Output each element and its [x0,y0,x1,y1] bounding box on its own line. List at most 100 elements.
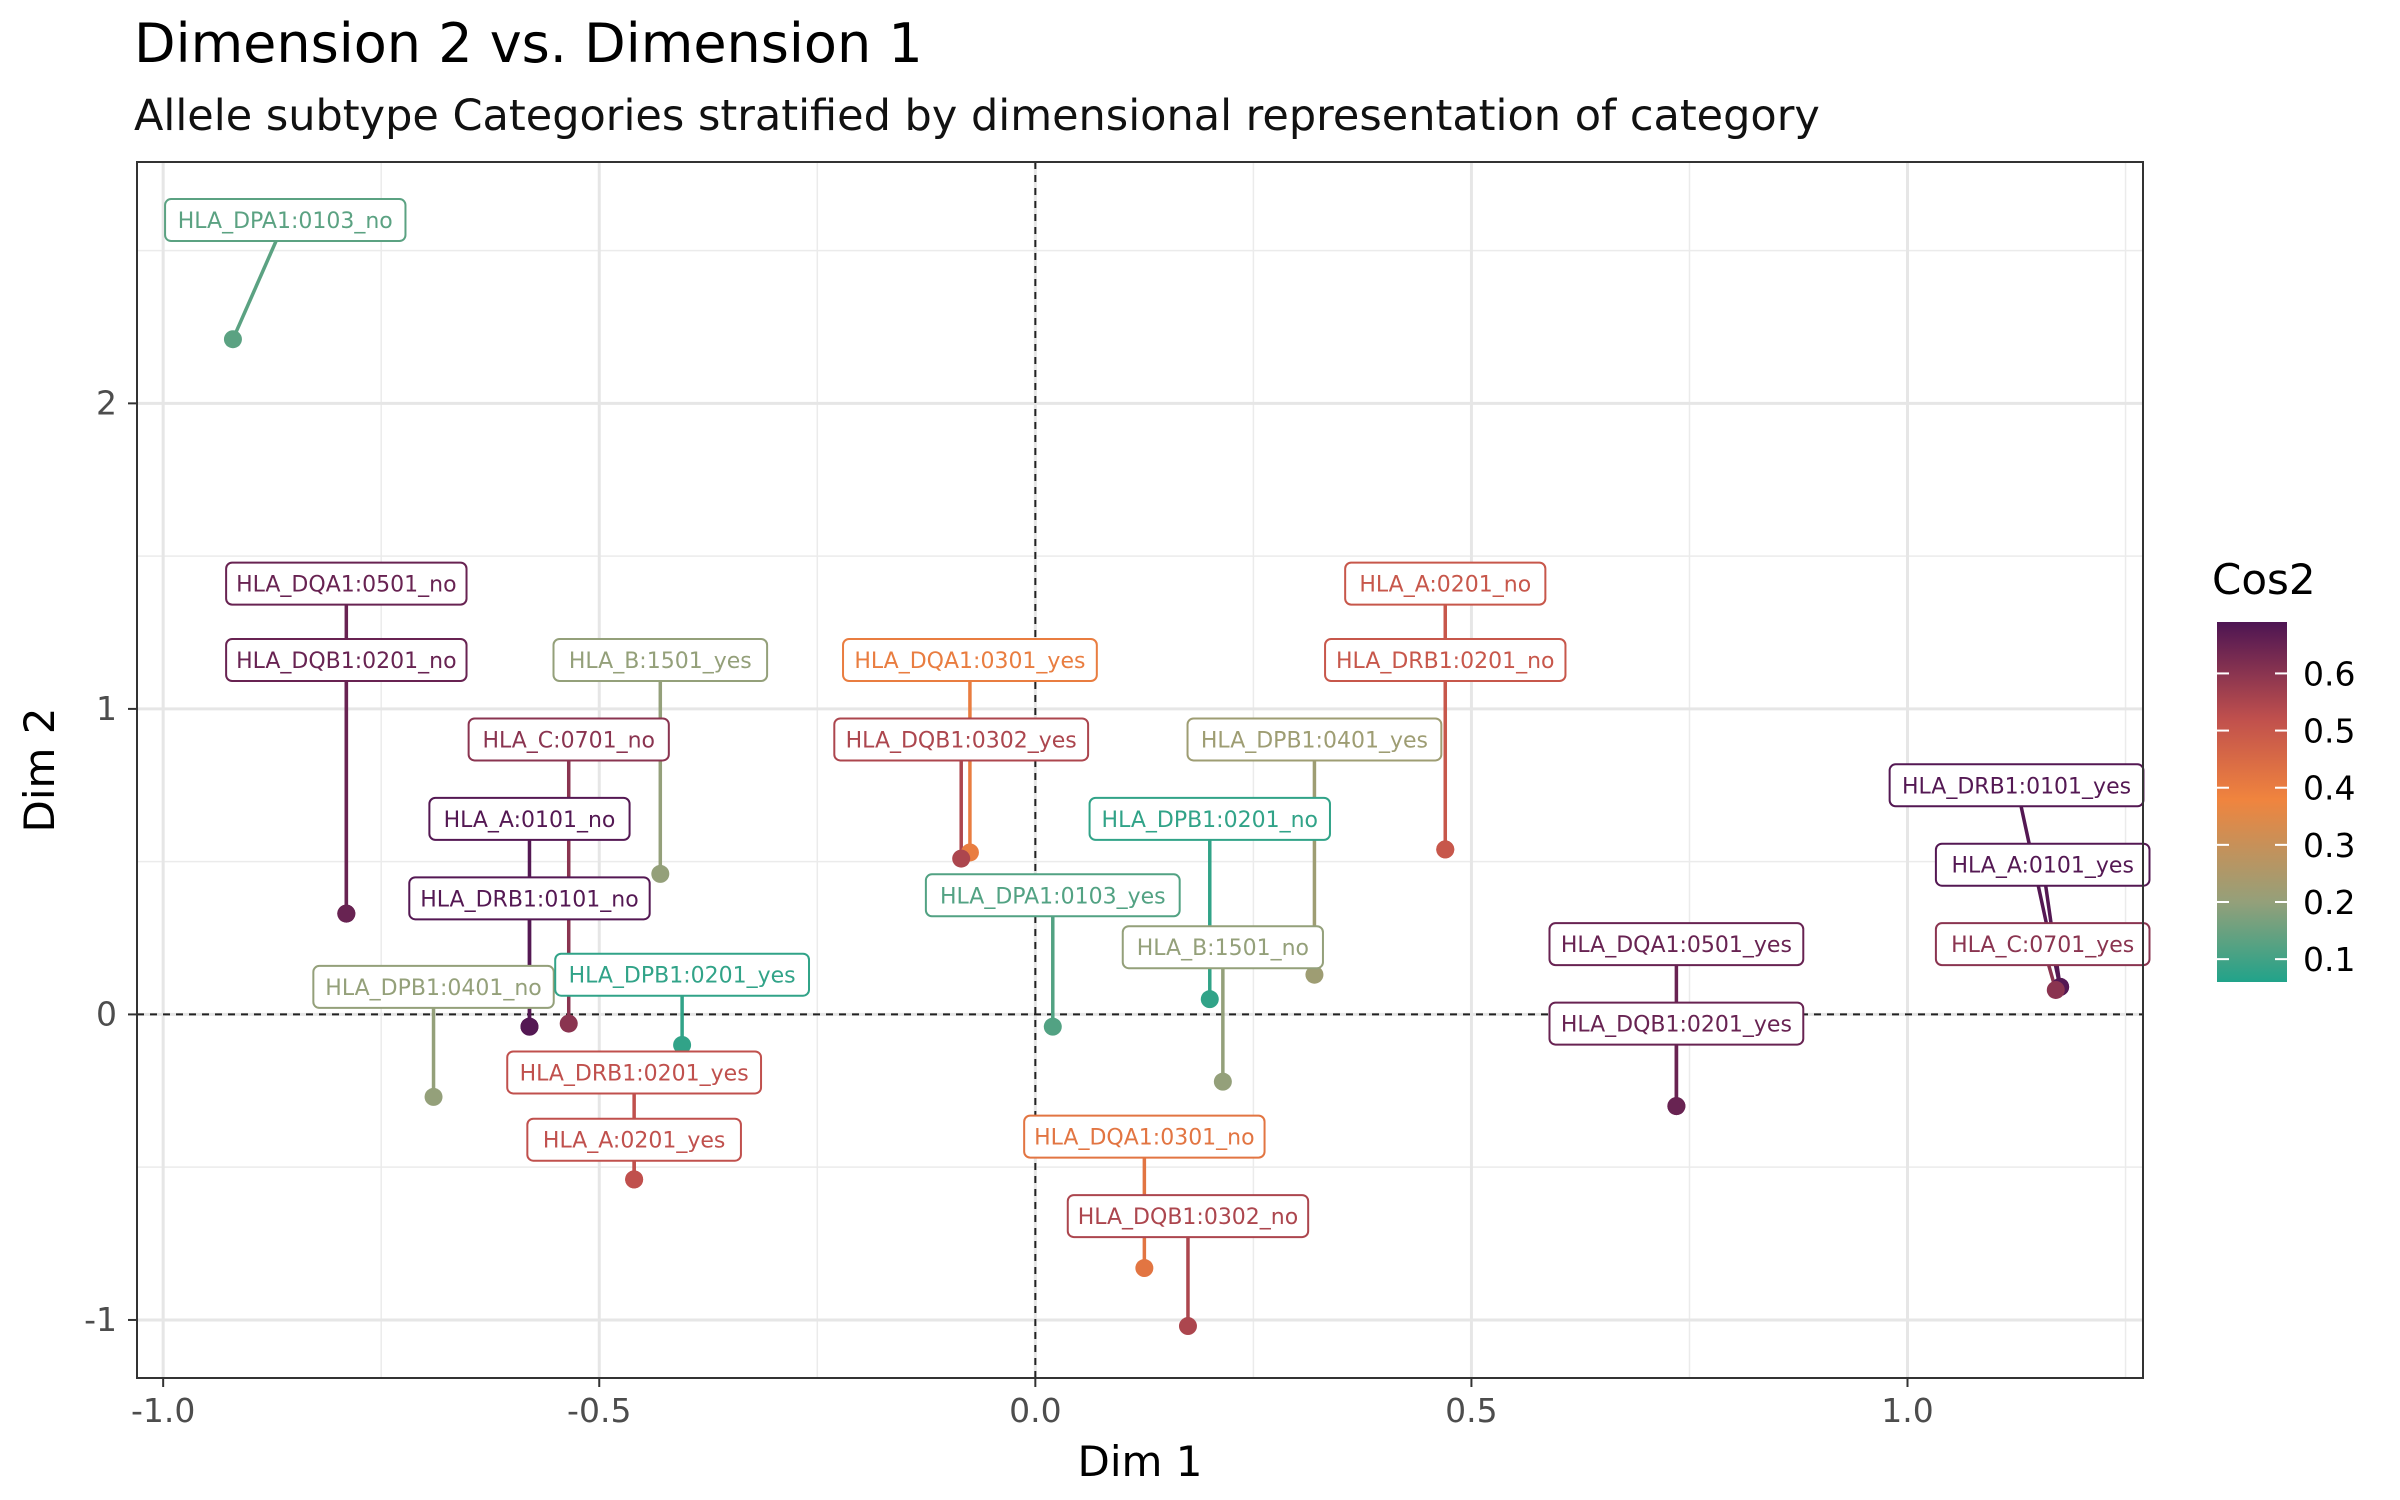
point-label: HLA_DRB1:0201_yes [506,1050,763,1095]
data-point [952,849,971,868]
plot-area: -1.0 -0.5 0.0 0.5 1.0 -1 0 1 2 HLA_DPA1:0103_no HL… [15,161,2151,1486]
point-label-text: HLA_A:0201_no [1359,573,1531,598]
point-label-text: HLA_A:0101_no [444,808,616,833]
point-label: HLA_DRB1:0101_no [408,876,651,921]
x-tick-label: -0.5 [567,1391,631,1430]
data-point [1178,1317,1197,1336]
point-label: HLA_C:0701_yes [1934,922,2151,967]
point-label: HLA_A:0201_yes [526,1117,742,1162]
point-label-box [1088,796,1331,841]
point-label: HLA_DQA1:0501_yes [1548,922,1805,967]
point-label-box [1324,638,1567,683]
point-label-text: HLA_DRB1:0201_no [1336,649,1554,674]
point-label-text: HLA_DQA1:0501_no [236,573,456,598]
colorbar-tick-label: 0.5 [2303,712,2355,751]
data-point [1043,1017,1062,1036]
point-label-box [1548,922,1805,967]
chart-subtitle: Allele subtype Categories stratified by … [134,91,1820,141]
data-point [1213,1072,1232,1091]
point-label-text: HLA_DPB1:0201_yes [569,964,796,989]
point-label: HLA_DQB1:0201_no [225,638,468,683]
point-label-box [408,876,651,921]
plot-border [136,161,2144,1379]
data-point [520,1017,539,1036]
point-label-text: HLA_DQA1:0301_yes [854,649,1085,674]
color-legend: Cos2 0.1 0.2 0.3 0.4 0.5 0.6 [2212,555,2355,982]
point-label-box [225,561,468,606]
point-label-text: HLA_DPA1:0103_no [178,209,393,234]
x-tick-label: 0.5 [1445,1391,1497,1430]
point-label: HLA_B:1501_yes [552,638,769,683]
point-label-box [526,1117,742,1162]
point-label-box [924,873,1181,918]
point-label: HLA_DQB1:0302_no [1066,1194,1310,1239]
point-label: HLA_DPB1:0201_yes [554,952,811,997]
data-point [337,904,356,923]
point-label-text: HLA_DQB1:0302_no [1078,1205,1299,1230]
point-label-box [1548,1001,1805,1046]
point-label-box [554,952,811,997]
data-point [424,1087,443,1106]
point-label-text: HLA_DPB1:0201_no [1102,808,1318,833]
point-label-text: HLA_C:0701_yes [1951,933,2134,958]
chart-title: Dimension 2 vs. Dimension 1 [134,12,923,75]
point-label: HLA_DPB1:0401_no [312,964,555,1009]
point-label-box [428,796,631,841]
data-point [1436,840,1455,859]
colorbar-tick-label: 0.1 [2303,940,2355,979]
data-point [1135,1259,1154,1278]
point-label: HLA_DPA1:0103_yes [924,873,1181,918]
point-label-text: HLA_DPB1:0401_no [325,976,541,1001]
colorbar-tick-label: 0.2 [2303,883,2355,922]
data-point [2046,980,2065,999]
point-label: HLA_DRB1:0201_no [1324,638,1567,683]
point-label-box [833,717,1090,762]
plot-background [137,162,2143,1378]
point-label: HLA_DQA1:0301_no [1023,1114,1266,1159]
data-point [223,330,242,349]
point-label-box [552,638,769,683]
point-label-box [1344,561,1547,606]
point-label-box [1934,842,2151,887]
point-label-text: HLA_C:0701_no [482,728,655,753]
data-point [1667,1097,1686,1116]
point-label-text: HLA_DQB1:0302_yes [846,728,1077,753]
point-label: HLA_B:1501_no [1121,925,1324,970]
x-tick-label: -1.0 [131,1391,195,1430]
point-label-text: HLA_DQB1:0201_no [236,649,457,674]
point-label-text: HLA_A:0101_yes [1951,854,2133,879]
point-label-text: HLA_DPA1:0103_yes [940,884,1166,909]
colorbar-tick-label: 0.6 [2303,654,2355,693]
point-label: HLA_DPA1:0103_no [164,198,407,243]
colorbar-tick-label: 0.3 [2303,826,2355,865]
point-label: HLA_A:0101_no [428,796,631,841]
point-label-text: HLA_DRB1:0201_yes [520,1061,749,1086]
point-label: HLA_DQB1:0302_yes [833,717,1090,762]
data-point [651,864,670,883]
x-tick-label: 0.0 [1009,1391,1061,1430]
point-label: HLA_DQB1:0201_yes [1548,1001,1805,1046]
y-axis-title: Dim 2 [15,708,64,833]
point-label-box [1934,922,2151,967]
point-label-text: HLA_A:0201_yes [543,1129,725,1154]
point-label-box [1023,1114,1266,1159]
x-tick-label: 1.0 [1881,1391,1933,1430]
y-tick-label: -1 [84,1300,117,1339]
legend-title: Cos2 [2212,555,2316,604]
point-label: HLA_DRB1:0101_yes [1888,763,2145,808]
data-point [625,1170,644,1189]
point-label-box [164,198,407,243]
data-point [1200,990,1219,1009]
y-tick-label: 2 [96,383,117,422]
point-label-box [842,638,1098,683]
point-label-box [312,964,555,1009]
data-point [559,1014,578,1033]
point-label-text: HLA_DPB1:0401_yes [1201,728,1428,753]
y-tick-label: 0 [96,994,117,1033]
y-tick-label: 1 [96,689,117,728]
data-point [673,1035,692,1054]
point-label: HLA_DQA1:0301_yes [842,638,1098,683]
point-label-text: HLA_DRB1:0101_no [420,887,638,912]
